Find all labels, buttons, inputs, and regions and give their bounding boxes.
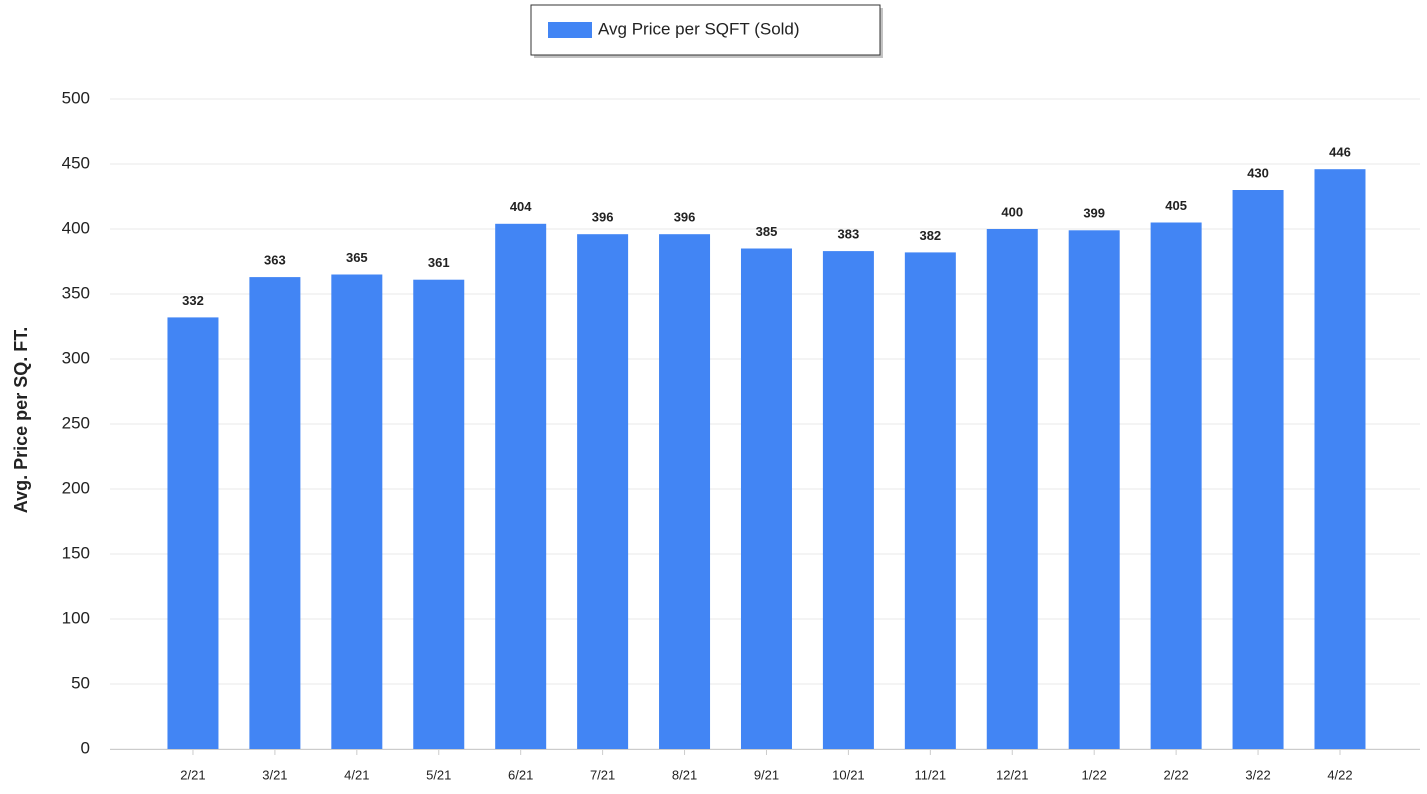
bar <box>822 251 874 749</box>
data-label: 404 <box>510 199 532 214</box>
bar <box>495 223 547 750</box>
data-label: 382 <box>919 228 941 243</box>
y-tick-label: 400 <box>62 218 90 237</box>
x-tick-label: 4/21 <box>344 767 369 782</box>
data-label: 363 <box>264 253 286 268</box>
data-label: 383 <box>838 227 860 242</box>
data-label: 405 <box>1165 198 1187 213</box>
x-tick-label: 12/21 <box>996 767 1029 782</box>
y-tick-label: 0 <box>81 738 90 757</box>
x-tick-label: 5/21 <box>426 767 451 782</box>
y-tick-label: 100 <box>62 608 90 627</box>
x-tick-label: 1/22 <box>1082 767 1107 782</box>
y-axis-title: Avg. Price per SQ. FT. <box>11 327 31 513</box>
x-tick-label: 2/22 <box>1163 767 1188 782</box>
x-tick-label: 7/21 <box>590 767 615 782</box>
y-tick-label: 450 <box>62 153 90 172</box>
bar <box>413 279 465 749</box>
bar <box>740 248 792 749</box>
legend-swatch <box>548 22 592 38</box>
data-label: 361 <box>428 255 450 270</box>
data-label: 385 <box>756 224 778 239</box>
bar <box>1314 169 1366 749</box>
bar <box>1068 230 1120 750</box>
y-tick-label: 350 <box>62 283 90 302</box>
y-tick-label: 150 <box>62 543 90 562</box>
data-label: 430 <box>1247 165 1269 180</box>
bar <box>577 234 629 749</box>
data-label: 332 <box>182 293 204 308</box>
x-tick-label: 10/21 <box>832 767 865 782</box>
data-label: 365 <box>346 250 368 265</box>
x-tick-label: 8/21 <box>672 767 697 782</box>
data-label: 446 <box>1329 145 1351 160</box>
bar <box>249 277 301 749</box>
bar <box>986 229 1038 749</box>
y-tick-label: 300 <box>62 348 90 367</box>
x-tick-label: 9/21 <box>754 767 779 782</box>
bar <box>331 274 383 749</box>
data-label: 399 <box>1083 206 1105 221</box>
x-tick-label: 3/22 <box>1245 767 1270 782</box>
bar <box>167 317 219 749</box>
bar <box>1150 222 1202 749</box>
x-tick-label: 3/21 <box>262 767 287 782</box>
data-label: 396 <box>674 210 696 225</box>
bar <box>1232 190 1284 749</box>
legend-label: Avg Price per SQFT (Sold) <box>598 19 800 38</box>
y-tick-label: 50 <box>71 673 90 692</box>
x-tick-label: 6/21 <box>508 767 533 782</box>
y-tick-label: 250 <box>62 413 90 432</box>
x-tick-label: 11/21 <box>915 767 947 782</box>
bar <box>904 252 956 749</box>
y-tick-label: 500 <box>62 88 90 107</box>
data-label: 400 <box>1001 204 1023 219</box>
data-label: 396 <box>592 210 614 225</box>
x-tick-label: 4/22 <box>1327 767 1352 782</box>
bar <box>659 234 711 749</box>
x-tick-label: 2/21 <box>180 767 205 782</box>
y-tick-label: 200 <box>62 478 90 497</box>
